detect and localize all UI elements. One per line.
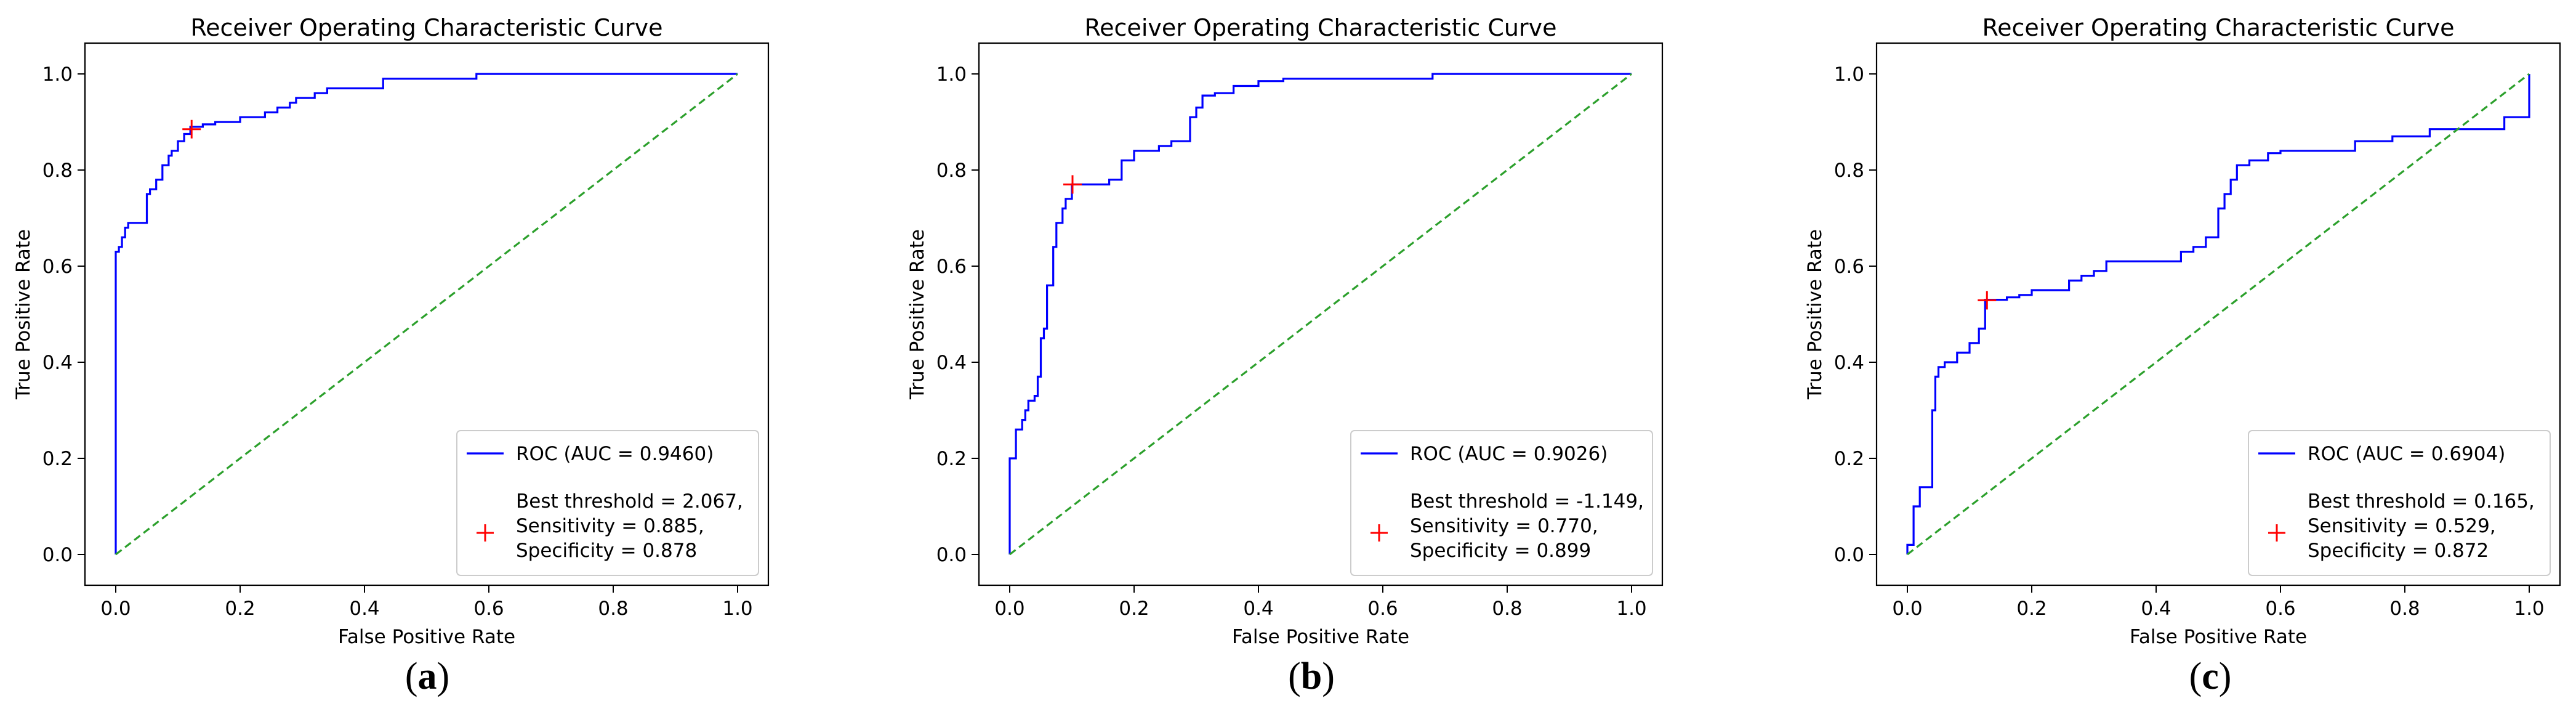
best-threshold-marker (1978, 291, 1997, 310)
best-threshold-marker (1063, 175, 1082, 194)
roc-curve (1906, 74, 2530, 554)
chart-title: Receiver Operating Characteristic Curve (1982, 14, 2454, 41)
y-tick-label: 0.8 (42, 160, 73, 182)
x-tick-label: 0.0 (1892, 598, 1922, 620)
legend: ROC (AUC = 0.9026) Best threshold = -1.14… (1350, 430, 1653, 576)
y-tick-label: 1.0 (1834, 63, 1864, 86)
x-tick-label: 0.2 (225, 598, 255, 620)
y-tick-label: 0.4 (42, 352, 73, 374)
y-tick-label: 0.8 (1834, 160, 1864, 182)
best-threshold-marker (182, 120, 201, 139)
x-tick-label: 0.0 (994, 598, 1024, 620)
roc-panel-b: Receiver Operating Characteristic Curve 0… (906, 14, 1664, 697)
x-tick-label: 0.2 (1119, 598, 1149, 620)
roc-panel-a: Receiver Operating Characteristic Curve 0… (12, 14, 770, 697)
chart-title: Receiver Operating Characteristic Curve (1084, 14, 1556, 41)
y-axis-label: True Positive Rate (12, 229, 34, 400)
x-axis-label: False Positive Rate (1232, 626, 1409, 648)
roc-curve (115, 73, 738, 554)
x-axis-label: False Positive Rate (2130, 626, 2307, 648)
chart-title: Receiver Operating Characteristic Curve (190, 14, 662, 41)
x-tick-label: 0.2 (2016, 598, 2047, 620)
y-tick-label: 0.2 (936, 448, 967, 470)
legend-marker-swatch (477, 524, 494, 542)
legend-marker-swatch (2268, 524, 2285, 542)
x-axis-label: False Positive Rate (338, 626, 515, 648)
x-tick-label: 1.0 (722, 598, 752, 620)
axes-frame (978, 42, 1664, 586)
panel-caption: (b) (1288, 655, 1335, 697)
roc-curve (1008, 73, 1632, 554)
x-tick-label: 0.8 (598, 598, 628, 620)
x-tick-label: 1.0 (2514, 598, 2544, 620)
x-tick-label: 0.4 (1243, 598, 1273, 620)
legend-marker-label-line: Sensitivity = 0.529, (2308, 515, 2496, 537)
legend: ROC (AUC = 0.9460) Best threshold = 2.067… (456, 430, 759, 576)
x-tick-label: 0.6 (473, 598, 504, 620)
y-tick-label: 0.4 (936, 352, 967, 374)
x-tick-label: 0.8 (2389, 598, 2420, 620)
legend: ROC (AUC = 0.6904) Best threshold = 0.165… (2248, 430, 2551, 576)
legend-marker-label-line: Specificity = 0.878 (516, 540, 697, 562)
y-tick-label: 1.0 (42, 63, 73, 86)
panel-caption: (a) (405, 655, 449, 697)
legend-box (456, 430, 759, 576)
chance-line (1907, 73, 2530, 556)
y-axis-label: True Positive Rate (906, 229, 928, 400)
legend-roc-label: ROC (AUC = 0.9460) (516, 443, 714, 465)
axes-frame (84, 42, 770, 586)
y-tick-label: 0.0 (936, 544, 967, 566)
legend-marker-label-line: Sensitivity = 0.770, (1410, 515, 1598, 537)
chance-line (1009, 73, 1632, 556)
x-tick-label: 0.4 (2141, 598, 2171, 620)
y-tick-label: 0.6 (936, 256, 967, 278)
chance-line (115, 73, 738, 556)
legend-marker-label-line: Best threshold = -1.149, (1410, 490, 1644, 513)
legend-roc-label: ROC (AUC = 0.6904) (2308, 443, 2505, 465)
y-tick-label: 0.4 (1834, 352, 1864, 374)
axes-frame (1875, 42, 2561, 586)
legend-marker-swatch (1371, 524, 1388, 542)
y-tick-label: 0.2 (1834, 448, 1864, 470)
legend-marker-label-line: Best threshold = 2.067, (516, 490, 743, 513)
x-tick-label: 1.0 (1616, 598, 1646, 620)
legend-marker-label-line: Sensitivity = 0.885, (516, 515, 704, 537)
legend-marker-label-line: Best threshold = 0.165, (2308, 490, 2535, 513)
y-tick-label: 0.0 (42, 544, 73, 566)
y-tick-label: 1.0 (936, 63, 967, 86)
y-tick-label: 0.0 (1834, 544, 1864, 566)
panel-caption: (c) (2189, 655, 2232, 697)
x-tick-label: 0.4 (349, 598, 379, 620)
roc-panel-c: Receiver Operating Characteristic Curve 0… (1804, 14, 2561, 697)
legend-box (1350, 430, 1653, 576)
legend-marker-label-line: Specificity = 0.872 (2308, 540, 2489, 562)
y-tick-label: 0.6 (1834, 256, 1864, 278)
legend-marker-label-line: Specificity = 0.899 (1410, 540, 1591, 562)
x-tick-label: 0.6 (1367, 598, 1398, 620)
y-tick-label: 0.2 (42, 448, 73, 470)
legend-box (2248, 430, 2551, 576)
x-tick-label: 0.6 (2265, 598, 2295, 620)
y-axis-label: True Positive Rate (1804, 229, 1826, 400)
x-tick-label: 0.0 (100, 598, 131, 620)
y-tick-label: 0.8 (936, 160, 967, 182)
y-tick-label: 0.6 (42, 256, 73, 278)
legend-roc-label: ROC (AUC = 0.9026) (1410, 443, 1608, 465)
x-tick-label: 0.8 (1492, 598, 1522, 620)
